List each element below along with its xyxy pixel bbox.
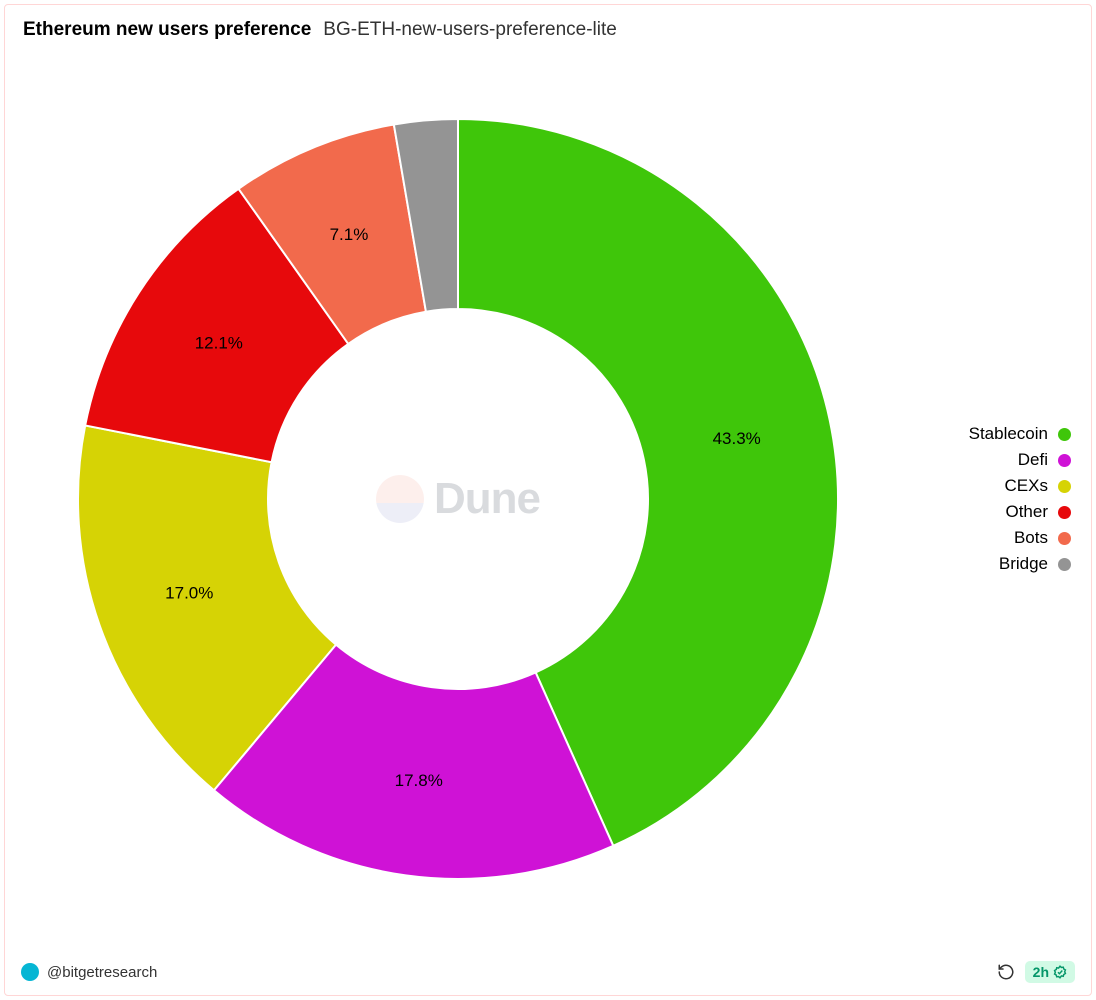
legend-dot-icon xyxy=(1058,532,1071,545)
legend-item[interactable]: Bots xyxy=(911,528,1071,548)
donut-container: 43.3%17.8%17.0%12.1%7.1% Dune xyxy=(5,47,911,951)
slice-label: 43.3% xyxy=(713,429,761,448)
chart-subtitle: BG-ETH-new-users-preference-lite xyxy=(323,19,617,41)
legend-dot-icon xyxy=(1058,454,1071,467)
author-handle: @bitgetresearch xyxy=(47,964,157,981)
legend-dot-icon xyxy=(1058,428,1071,441)
legend-label: Bridge xyxy=(999,554,1048,574)
legend-item[interactable]: Stablecoin xyxy=(911,424,1071,444)
legend-label: Bots xyxy=(1014,528,1048,548)
legend: Stablecoin Defi CEXs Other Bots Bridge xyxy=(911,424,1091,574)
legend-item[interactable]: Other xyxy=(911,502,1071,522)
check-badge-icon xyxy=(1053,965,1067,979)
slice-label: 7.1% xyxy=(330,225,369,244)
slice-label: 17.8% xyxy=(395,771,443,790)
card-footer: @bitgetresearch 2h xyxy=(5,951,1091,995)
legend-label: Other xyxy=(1005,502,1048,522)
card-header: Ethereum new users preference BG-ETH-new… xyxy=(5,5,1091,47)
legend-dot-icon xyxy=(1058,558,1071,571)
chart-title: Ethereum new users preference xyxy=(23,19,311,41)
refresh-icon[interactable] xyxy=(997,963,1015,981)
author[interactable]: @bitgetresearch xyxy=(21,963,157,981)
donut-chart: 43.3% 17.8% 17.0% 12.1% 7.1% xyxy=(28,69,888,929)
legend-item[interactable]: Defi xyxy=(911,450,1071,470)
legend-dot-icon xyxy=(1058,480,1071,493)
time-badge[interactable]: 2h xyxy=(1025,961,1075,983)
legend-label: Stablecoin xyxy=(969,424,1048,444)
time-badge-text: 2h xyxy=(1033,964,1049,980)
chart-card: Ethereum new users preference BG-ETH-new… xyxy=(4,4,1092,996)
legend-label: Defi xyxy=(1018,450,1048,470)
chart-area: 43.3%17.8%17.0%12.1%7.1% Dune Stablecoin… xyxy=(5,47,1091,951)
legend-label: CEXs xyxy=(1005,476,1048,496)
slice-label: 17.0% xyxy=(165,583,213,602)
legend-item[interactable]: Bridge xyxy=(911,554,1071,574)
footer-actions: 2h xyxy=(997,961,1075,983)
avatar-icon xyxy=(21,963,39,981)
legend-item[interactable]: CEXs xyxy=(911,476,1071,496)
legend-dot-icon xyxy=(1058,506,1071,519)
slice-label: 12.1% xyxy=(195,334,243,353)
